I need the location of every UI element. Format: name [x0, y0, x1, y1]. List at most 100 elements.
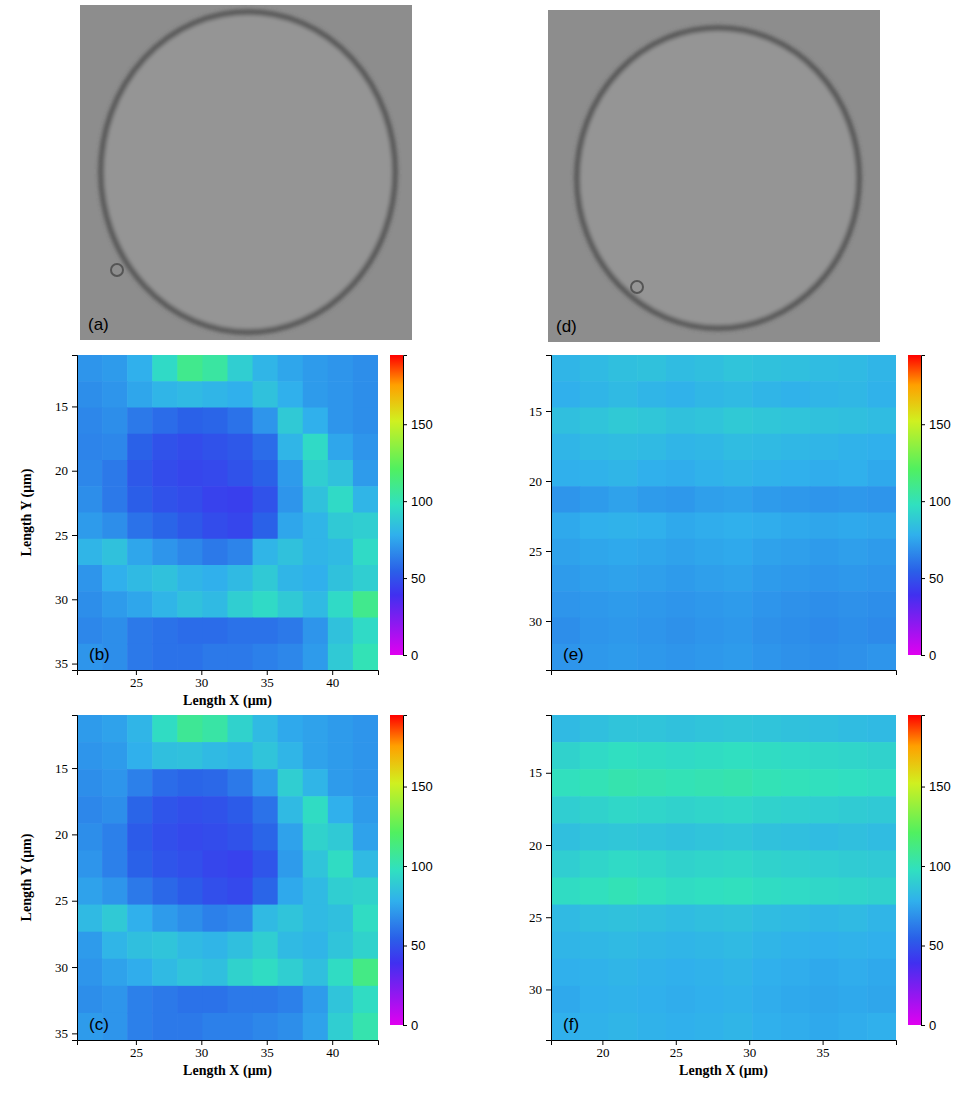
cell [228, 565, 254, 592]
cell [127, 565, 153, 592]
cell [580, 513, 609, 540]
cell [177, 381, 203, 408]
cell [202, 959, 228, 987]
cell [551, 539, 580, 566]
cell [724, 1013, 753, 1040]
cell [695, 434, 724, 461]
tick-mark [403, 946, 407, 947]
cell [781, 932, 810, 960]
cell [637, 823, 666, 851]
tick-label: 50 [929, 938, 943, 953]
cell [781, 565, 810, 592]
cell [637, 986, 666, 1014]
bubble [631, 281, 643, 293]
tick: 35 [261, 1040, 274, 1060]
cell [253, 878, 279, 906]
cell [724, 460, 753, 487]
cell [609, 1013, 638, 1040]
tick-mark [921, 787, 925, 788]
cell [353, 408, 378, 435]
tick-label: 100 [929, 494, 951, 509]
cell [810, 959, 839, 987]
cell [580, 986, 609, 1014]
tick-mark [72, 967, 77, 968]
tick-label: 30 [55, 592, 68, 607]
cell [781, 1013, 810, 1040]
cell [839, 434, 868, 461]
cell [102, 959, 128, 987]
cell [867, 769, 896, 797]
cell [278, 905, 304, 933]
cell [253, 823, 279, 851]
cell [551, 986, 580, 1014]
cell [228, 905, 254, 933]
cell [666, 355, 695, 382]
cell [609, 878, 638, 906]
tick: 15 [55, 761, 77, 776]
cell [781, 539, 810, 566]
tick-mark [403, 1025, 407, 1026]
x-axis-title: Length X (μm) [183, 693, 272, 709]
tick: 150 [921, 779, 951, 794]
cell [253, 644, 279, 670]
cell [228, 618, 254, 645]
cell [353, 618, 378, 645]
cell [77, 618, 103, 645]
cell [666, 1013, 695, 1040]
tick-label: 15 [55, 399, 68, 414]
tick-label: 100 [929, 859, 951, 874]
tick-label: 25 [529, 910, 542, 925]
cell [580, 618, 609, 645]
tick-label: 30 [195, 1045, 208, 1060]
cell [666, 644, 695, 670]
cell [253, 434, 279, 461]
cell [609, 959, 638, 987]
cell [695, 715, 724, 743]
micrograph: (d) [548, 10, 880, 342]
cell [752, 355, 781, 382]
panel-label: (c) [89, 1015, 109, 1034]
cell [303, 850, 329, 878]
tick-label: 20 [55, 827, 68, 842]
cell [177, 618, 203, 645]
cell [810, 715, 839, 743]
cell [609, 850, 638, 878]
cell [666, 381, 695, 408]
heatmap-panel: 1520253020253035Length X (μm)(f)05010015… [529, 715, 951, 1079]
cell [839, 618, 868, 645]
cell [695, 408, 724, 435]
cell [724, 905, 753, 933]
cell [752, 823, 781, 851]
cell [127, 878, 153, 906]
tick-mark [72, 768, 77, 769]
cell [810, 486, 839, 513]
cell [353, 591, 378, 618]
cell [810, 381, 839, 408]
cell [724, 486, 753, 513]
cell [666, 769, 695, 797]
cell [127, 823, 153, 851]
cell [867, 796, 896, 824]
cell [202, 850, 228, 878]
tick-label: 30 [55, 960, 68, 975]
cell [177, 434, 203, 461]
cell [77, 878, 103, 906]
tick-label: 100 [411, 494, 433, 509]
cell [580, 644, 609, 670]
tick-label: 30 [529, 614, 542, 629]
cell [580, 486, 609, 513]
cell [228, 486, 254, 513]
cell [127, 796, 153, 824]
cell [278, 644, 304, 670]
tick-label: 20 [529, 838, 542, 853]
tick-mark [72, 664, 77, 665]
cell [253, 905, 279, 933]
cell [77, 769, 103, 797]
cell [127, 1013, 153, 1040]
cell [637, 408, 666, 435]
cell [228, 823, 254, 851]
cell [102, 796, 128, 824]
cell [867, 618, 896, 645]
cell [228, 355, 254, 382]
y-axis: 15202530 [529, 356, 552, 671]
